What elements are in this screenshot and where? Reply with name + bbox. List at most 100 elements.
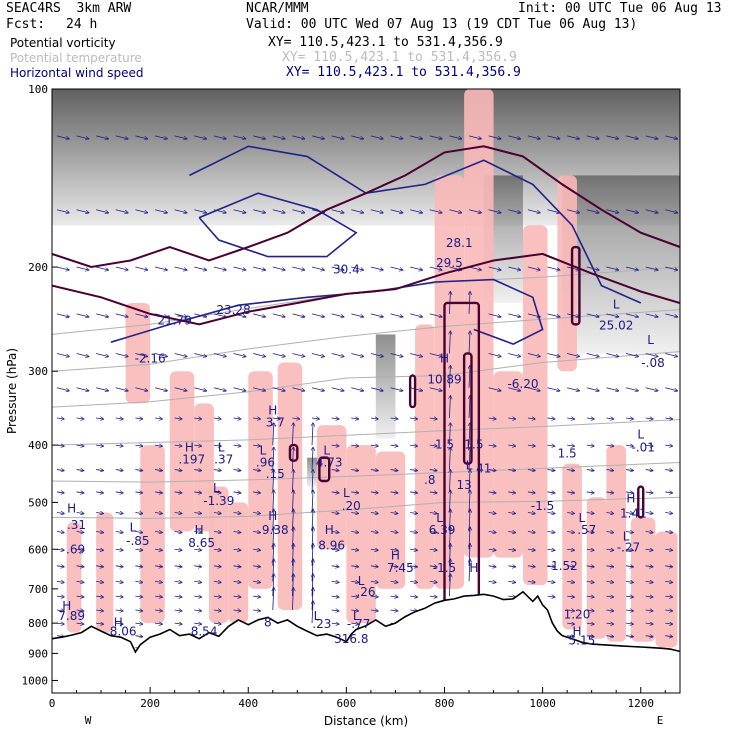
wind-vector-172 [292,387,304,391]
wind-vector-388 [135,549,142,550]
wind-vector-149 [469,331,470,354]
wind-vector-142 [331,353,344,356]
wind-vector-263 [194,470,201,471]
wind-vector-97 [76,313,89,317]
wind-vector-498 [410,596,417,597]
wind-vector-232 [213,445,221,446]
wind-vector-313 [547,492,555,493]
pink-region-3 [140,445,165,624]
wind-vector-206 [331,418,339,419]
wind-vector-412 [606,549,613,550]
contour-label-0: H [67,501,76,515]
wind-vector-278 [488,470,496,471]
wind-vector-310 [488,492,496,493]
wind-vector-259 [115,470,123,471]
contour-label-30: 7.45 [387,561,414,575]
wind-vector-477 [625,581,633,582]
wind-vector-109 [311,313,324,317]
wind-vector-501 [508,596,515,597]
pv-blob-4 [462,352,473,465]
contour-label-2: .69 [66,542,85,556]
wind-vector-351 [665,512,672,513]
y-tick-label-8: 900 [28,647,48,660]
wind-vector-302 [331,492,339,493]
wind-vector-88 [527,266,540,270]
contour-label-55: L [358,574,365,588]
wind-vector-538 [135,623,142,624]
wind-vector-34 [96,209,108,213]
pv-contour-1 [52,252,680,326]
wind-vector-195 [115,418,123,419]
wind-vector-74 [253,266,265,270]
wind-vector-82 [410,266,422,270]
contour-label-38: 6.39 [429,523,456,537]
wind-vector-499 [429,596,437,597]
wind-vector-439 [508,566,515,567]
wind-vector-76 [292,266,304,270]
wind-vector-211 [429,418,437,419]
wind-vector-323 [115,512,123,513]
wind-vector-73 [233,266,246,270]
wind-vector-304 [370,492,378,493]
wind-vector-39 [194,209,206,213]
wind-vector-71 [194,266,206,270]
wind-vector-492 [292,574,293,597]
wind-vector-139 [272,353,285,356]
wind-vector-52 [449,209,461,213]
wind-vector-420 [135,566,142,567]
contour-label-49: 21.79 [157,313,191,327]
wind-vector-533 [665,610,672,611]
wind-vector-121 [547,313,560,317]
wind-vector-192 [56,418,64,419]
wind-vector-342 [488,512,496,513]
wind-vector-402 [410,549,417,550]
wind-vector-243 [429,445,437,446]
wind-vector-156 [606,353,618,356]
contour-label-4: -.85 [126,534,149,548]
wind-vector-464 [370,581,378,582]
wind-vector-422 [174,566,182,567]
wind-vector-385 [76,549,84,550]
wind-vector-161 [76,387,89,391]
wind-vector-196 [135,418,142,419]
wind-vector-303 [351,492,358,493]
field-theta-name: Potential temperature [10,51,142,65]
wind-vector-287 [665,470,672,471]
pink-region-6 [209,486,229,624]
isentrope-3 [52,419,680,446]
contour-label-63: 7.89 [58,609,85,623]
wind-vector-127 [665,313,677,317]
wind-vector-521 [292,588,293,610]
wind-vector-158 [645,353,658,356]
wind-vector-537 [115,623,123,624]
wind-vector-162 [96,387,108,391]
wind-vector-495 [351,596,358,597]
wind-vector-133 [154,353,167,356]
wind-vector-481 [76,596,84,597]
wind-vector-387 [115,549,123,550]
wind-vector-102 [174,313,187,317]
wind-vector-14 [331,135,344,139]
wind-vector-446 [645,566,653,567]
wind-vector-549 [606,623,613,624]
wind-vector-123 [586,313,599,317]
pink-region-17 [523,225,548,586]
contour-label-17: H [268,403,277,417]
wind-vector-170 [253,387,265,391]
wind-vector-159 [665,353,677,356]
wind-vector-455 [194,581,201,582]
contour-label-28: -6.20 [507,377,538,391]
wind-vector-199 [194,418,201,419]
contour-label-59: L [353,609,360,623]
wind-vector-433 [390,566,398,567]
wind-vector-282 [567,470,574,471]
wind-vector-551 [645,623,653,624]
contour-label-44: -.01 [631,440,654,454]
wind-vector-523 [331,610,339,611]
wind-vector-151 [508,353,520,356]
contour-label-74: 41 [476,461,491,475]
wind-vector-13 [311,135,324,139]
contour-label-8: 9.38 [262,523,289,537]
wind-vector-444 [606,566,613,567]
wind-vector-180 [449,366,450,388]
